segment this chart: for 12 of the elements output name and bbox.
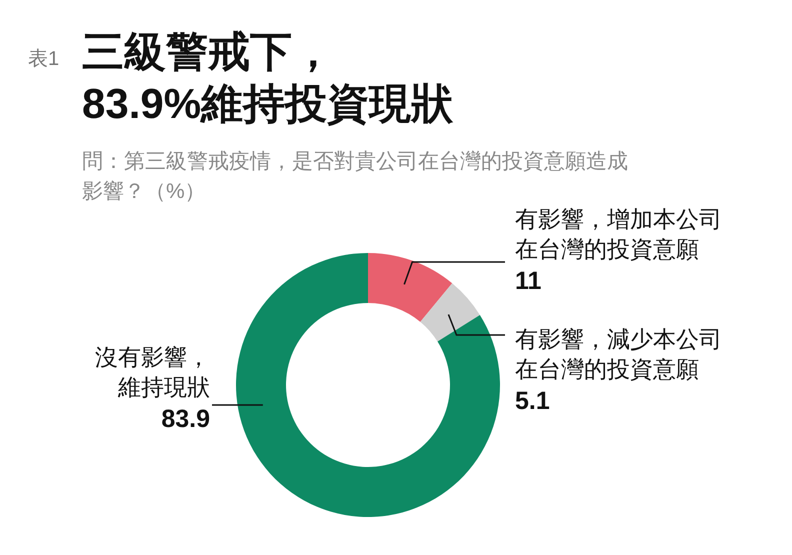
chart-subtitle: 問：第三級警戒疫情，是否對貴公司在台灣的投資意願造成影響？（%） xyxy=(82,150,628,203)
data-label: 11 xyxy=(515,267,542,295)
chart-title: 三級警戒下，83.9%維持投資現狀 xyxy=(82,28,454,127)
donut-slice xyxy=(368,253,452,322)
donut-slice xyxy=(236,253,500,517)
data-label: 5.1 xyxy=(515,387,550,415)
data-label: 83.9 xyxy=(161,405,210,433)
donut-slice xyxy=(420,283,480,342)
slice-label: 有影響，減少本公司在台灣的投資意願 xyxy=(515,326,722,382)
slice-label: 沒有影響，維持現狀 xyxy=(95,344,210,400)
text: 表1 xyxy=(28,48,60,70)
slice-label: 有影響，增加本公司在台灣的投資意願 xyxy=(515,206,722,262)
